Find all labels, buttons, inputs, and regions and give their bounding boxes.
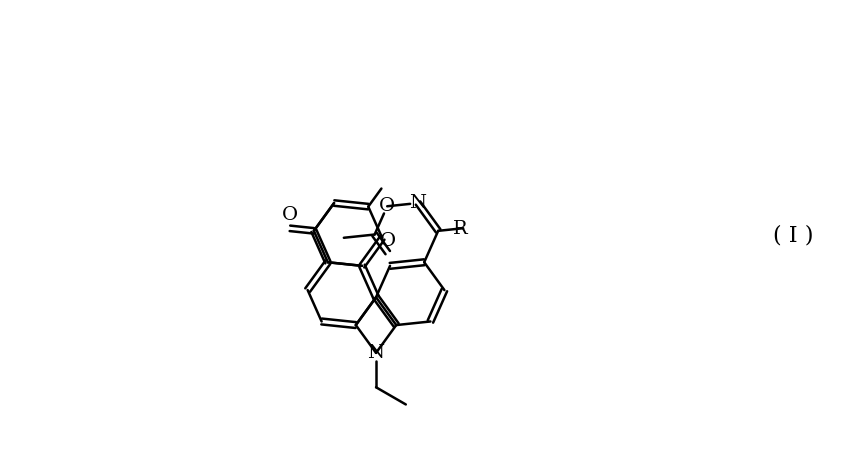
Text: O: O: [379, 197, 395, 215]
Text: ( I ): ( I ): [773, 225, 814, 247]
Text: N: N: [367, 344, 385, 362]
Text: R: R: [453, 219, 468, 237]
Text: O: O: [379, 232, 396, 250]
Text: O: O: [281, 206, 298, 224]
Text: N: N: [410, 194, 426, 212]
